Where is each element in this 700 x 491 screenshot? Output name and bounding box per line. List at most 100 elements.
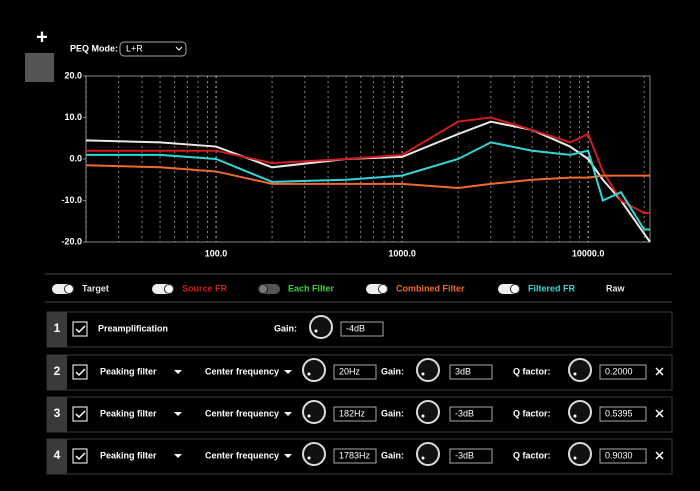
dropdown-arrow[interactable] bbox=[284, 454, 292, 458]
peq-mode-label: PEQ Mode: bbox=[70, 43, 118, 53]
knob[interactable] bbox=[302, 442, 326, 466]
checkbox[interactable] bbox=[72, 364, 88, 380]
input-box[interactable] bbox=[449, 448, 493, 464]
checkmark bbox=[75, 410, 86, 419]
toggle-knob bbox=[64, 284, 74, 294]
knob[interactable] bbox=[416, 442, 440, 466]
input-box[interactable] bbox=[333, 364, 377, 380]
freq-label: Center frequency bbox=[205, 366, 279, 376]
y-tick-label: -20.0 bbox=[61, 236, 82, 246]
legend-label: Source FR bbox=[182, 283, 228, 293]
knob[interactable] bbox=[302, 358, 326, 382]
dropdown-arrow[interactable] bbox=[174, 412, 182, 416]
row-index: 3 bbox=[54, 406, 61, 420]
knob[interactable] bbox=[568, 442, 592, 466]
checkbox[interactable] bbox=[72, 406, 88, 422]
knob-dot bbox=[421, 372, 425, 376]
input-box[interactable] bbox=[599, 364, 647, 380]
toggle-knob bbox=[164, 284, 174, 294]
swatch-button[interactable] bbox=[25, 53, 54, 82]
toggle-knob bbox=[510, 284, 520, 294]
filter-type: Peaking filter bbox=[100, 408, 157, 418]
row-index-cell bbox=[47, 355, 67, 390]
input-value: 20Hz bbox=[339, 366, 361, 376]
toggle-knob bbox=[258, 284, 268, 294]
row-index: 1 bbox=[54, 321, 61, 335]
input-value: -3dB bbox=[455, 450, 474, 460]
knob-dot bbox=[307, 414, 311, 418]
freq-label: Center frequency bbox=[205, 408, 279, 418]
row-index: 2 bbox=[54, 364, 61, 378]
knob[interactable] bbox=[568, 400, 592, 424]
series-line bbox=[86, 116, 650, 214]
input-value: 0.9030 bbox=[605, 450, 633, 460]
input-value: 0.5395 bbox=[605, 408, 633, 418]
dynamic: 100.0 1000.0 10000.0 -20.0 -10.0 0.0 10.0 20.0 T… bbox=[46, 70, 673, 475]
input-box[interactable] bbox=[340, 321, 384, 337]
knob-dot bbox=[573, 456, 577, 460]
input-value: -3dB bbox=[455, 408, 474, 418]
series-line bbox=[85, 164, 650, 190]
x-tick-label: 1000.0 bbox=[388, 248, 416, 258]
y-tick-label: 0.0 bbox=[69, 153, 82, 163]
knob-dot bbox=[573, 372, 577, 376]
input-value: 1783Hz bbox=[339, 450, 371, 460]
gain-label: Gain: bbox=[381, 408, 404, 418]
knob-dot bbox=[421, 456, 425, 460]
knob[interactable] bbox=[416, 358, 440, 382]
series-line bbox=[86, 141, 650, 231]
row-index: 4 bbox=[54, 448, 61, 462]
legend-label: Raw bbox=[606, 283, 626, 293]
checkbox[interactable] bbox=[72, 321, 88, 337]
legend-label: Filtered FR bbox=[528, 283, 576, 293]
row-index-cell bbox=[47, 397, 67, 432]
filter-type: Peaking filter bbox=[100, 366, 157, 376]
gain-label: Gain: bbox=[381, 366, 404, 376]
q-label: Q factor: bbox=[513, 408, 551, 418]
series-line bbox=[85, 120, 651, 243]
filter-type: Peaking filter bbox=[100, 450, 157, 460]
q-label: Q factor: bbox=[513, 366, 551, 376]
input-box[interactable] bbox=[449, 406, 493, 422]
toggle-knob bbox=[378, 284, 388, 294]
knob[interactable] bbox=[416, 400, 440, 424]
input-value: 0.2000 bbox=[605, 366, 633, 376]
dropdown-arrow[interactable] bbox=[284, 370, 292, 374]
input-box[interactable] bbox=[333, 406, 377, 422]
checkmark bbox=[75, 452, 86, 461]
remove-button[interactable] bbox=[655, 367, 664, 376]
checkbox[interactable] bbox=[72, 448, 88, 464]
y-tick-label: 10.0 bbox=[64, 112, 82, 122]
input-value: -4dB bbox=[346, 323, 365, 333]
knob[interactable] bbox=[568, 358, 592, 382]
peq-mode-value: L+R bbox=[126, 43, 143, 53]
remove-button[interactable] bbox=[655, 409, 664, 418]
legend-label: Target bbox=[82, 283, 109, 293]
input-box[interactable] bbox=[333, 448, 377, 464]
remove-button[interactable] bbox=[655, 451, 664, 460]
x-tick-label: 10000.0 bbox=[572, 248, 605, 258]
knob-dot bbox=[573, 414, 577, 418]
peq-mode-select[interactable] bbox=[119, 41, 187, 57]
input-box[interactable] bbox=[449, 364, 493, 380]
y-tick-label: 20.0 bbox=[64, 70, 82, 80]
gain-label: Gain: bbox=[381, 450, 404, 460]
legend-label: Each Filter bbox=[288, 283, 335, 293]
gain-label: Gain: bbox=[274, 323, 297, 333]
q-label: Q factor: bbox=[513, 450, 551, 460]
add-button[interactable]: + bbox=[36, 26, 48, 48]
input-value: 3dB bbox=[455, 366, 471, 376]
knob-dot bbox=[421, 414, 425, 418]
dropdown-arrow[interactable] bbox=[284, 412, 292, 416]
row-index-cell bbox=[47, 439, 67, 474]
dropdown-arrow[interactable] bbox=[174, 370, 182, 374]
input-box[interactable] bbox=[599, 448, 647, 464]
input-value: 182Hz bbox=[339, 408, 366, 418]
checkmark bbox=[75, 368, 86, 377]
knob[interactable] bbox=[302, 400, 326, 424]
input-box[interactable] bbox=[599, 406, 647, 422]
dropdown-arrow[interactable] bbox=[174, 454, 182, 458]
knob[interactable] bbox=[309, 315, 333, 339]
y-tick-label: -10.0 bbox=[61, 195, 82, 205]
filter-type: Preamplification bbox=[98, 323, 168, 333]
